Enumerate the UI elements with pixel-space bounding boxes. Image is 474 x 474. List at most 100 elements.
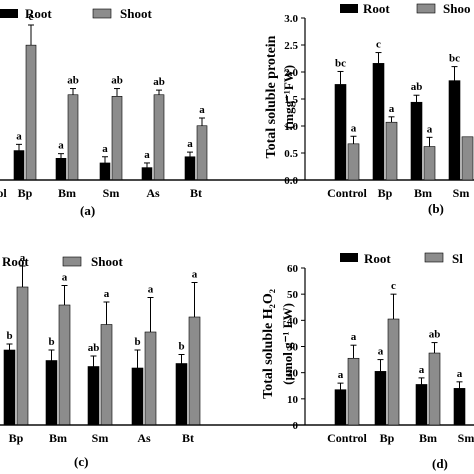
significance-letter: c bbox=[391, 280, 396, 292]
significance-letter: a bbox=[427, 123, 433, 135]
x-tick-label: Bp bbox=[380, 431, 395, 445]
panel-c: Root Shoot Bp Bm Sm As Bt b b ab b b a a a a a (c) bbox=[0, 252, 474, 469]
significance-letter: b bbox=[134, 336, 140, 348]
x-tick-label: Bm bbox=[49, 431, 67, 445]
y-tick-label: 2.5 bbox=[284, 40, 298, 52]
bar-shoot bbox=[385, 121, 398, 181]
bar-shoot bbox=[111, 96, 123, 181]
bar-root bbox=[334, 84, 347, 181]
significance-letter: b bbox=[178, 341, 184, 353]
bar-root bbox=[141, 167, 153, 181]
significance-letter: a bbox=[102, 143, 108, 155]
legend-root-swatch bbox=[340, 4, 358, 13]
panel-label-b: (b) bbox=[428, 201, 444, 216]
legend-root-label: Root bbox=[363, 1, 390, 16]
legend-a: Root Shoot bbox=[0, 6, 152, 21]
legend-shoot-swatch bbox=[62, 256, 82, 267]
significance-letter: ab bbox=[411, 81, 423, 93]
legend-root-swatch bbox=[340, 253, 358, 262]
legend-shoot-label: Shoot bbox=[120, 6, 152, 21]
bar-root bbox=[448, 80, 461, 181]
legend-root-label: Root bbox=[2, 254, 29, 269]
significance-letter: c bbox=[376, 39, 381, 51]
bar-root bbox=[87, 366, 100, 426]
significance-letter: bc bbox=[449, 53, 460, 65]
y-axis-unit-d: (µmol g⁻¹ FW) bbox=[280, 303, 295, 385]
bar-shoot bbox=[153, 94, 165, 181]
significance-letter: b bbox=[48, 336, 54, 348]
x-tick-label: Bp bbox=[378, 186, 393, 200]
bar-shoot bbox=[423, 146, 436, 181]
plot-area-c: Bp Bm Sm As Bt b b ab b b a a a a a bbox=[0, 252, 474, 445]
bar-root bbox=[453, 388, 466, 426]
significance-letter: a bbox=[192, 269, 198, 281]
bar-shoot bbox=[188, 316, 201, 426]
bar-root bbox=[13, 150, 25, 181]
bar-root bbox=[410, 101, 423, 181]
x-tick-label: Sm bbox=[458, 431, 474, 445]
significance-letter: a bbox=[338, 369, 344, 381]
significance-letter: ab bbox=[429, 329, 441, 341]
y-axis-unit-b: (mgg⁻¹FW) bbox=[281, 65, 296, 129]
bar-shoot bbox=[387, 318, 400, 426]
panel-b: Root Shoo Total soluble protein (mgg⁻¹FW… bbox=[0, 1, 474, 216]
x-tick-label: Sm bbox=[103, 186, 120, 200]
significance-letter: a bbox=[144, 149, 150, 161]
x-tick-label: Bt bbox=[182, 431, 194, 445]
legend-shoot-label: Shoot bbox=[91, 254, 123, 269]
legend-shoot-label: Sl bbox=[452, 251, 463, 266]
plot-area-b: 0.0 0.5 1.0 1.5 2.0 2.5 3.0 Control Bp Bm Sm bc c ab b… bbox=[0, 13, 474, 200]
bar-shoot bbox=[347, 143, 360, 181]
legend-b: Root Shoo bbox=[340, 1, 470, 16]
legend-d: Root Sl bbox=[340, 251, 463, 266]
significance-letter: a bbox=[419, 364, 425, 376]
bar-shoot bbox=[461, 136, 474, 181]
y-tick-label: 2.0 bbox=[284, 67, 298, 79]
significance-letter: a bbox=[199, 104, 205, 116]
legend-shoot-swatch bbox=[416, 3, 436, 14]
significance-letter: ab bbox=[153, 76, 165, 88]
x-tick-label: Sm bbox=[453, 186, 470, 200]
x-tick-label: Bp bbox=[18, 186, 33, 200]
legend-root-label: Root bbox=[364, 251, 391, 266]
significance-letter: c bbox=[29, 11, 34, 23]
bar-shoot bbox=[196, 125, 208, 181]
x-tick-label: Bp bbox=[9, 431, 24, 445]
significance-letter: a bbox=[187, 138, 193, 150]
significance-letter: a bbox=[58, 140, 64, 152]
significance-letter: a bbox=[62, 272, 68, 284]
bar-shoot bbox=[100, 324, 113, 426]
significance-letter: a bbox=[389, 103, 395, 115]
x-tick-label: As bbox=[146, 186, 160, 200]
significance-letter: b bbox=[6, 330, 12, 342]
significance-letter: a bbox=[148, 284, 154, 296]
panel-d: Root Sl Total soluble H₂O₂ (µmol g⁻¹ FW)… bbox=[0, 251, 474, 471]
bar-shoot bbox=[58, 304, 71, 426]
bar-root bbox=[131, 367, 144, 426]
panel-label-c: (c) bbox=[74, 454, 88, 469]
y-axis-title-b: Total soluble protein bbox=[264, 35, 279, 158]
panel-label-d: (d) bbox=[432, 456, 448, 471]
x-tick-label: Bm bbox=[58, 186, 76, 200]
x-tick-label: Control bbox=[327, 431, 367, 445]
significance-letter: bc bbox=[335, 57, 346, 69]
y-tick-label: 10 bbox=[287, 394, 299, 406]
bar-root bbox=[374, 371, 387, 426]
bar-root bbox=[175, 363, 188, 426]
y-tick-label: 30 bbox=[287, 342, 299, 354]
y-tick-label: 0 bbox=[293, 420, 299, 432]
significance-letter: a bbox=[16, 130, 22, 142]
bar-root bbox=[99, 162, 111, 181]
panel-label-a: (a) bbox=[80, 203, 95, 218]
significance-letter: ab bbox=[88, 342, 100, 354]
y-tick-label: 1.0 bbox=[284, 121, 298, 133]
y-tick-label: 0.0 bbox=[284, 175, 298, 187]
panel-a: Root Shoot ol Bp Bm Sm As Bt a a a a a c ab ab ab a (a) bbox=[0, 6, 474, 218]
y-tick-label: 20 bbox=[287, 368, 299, 380]
significance-letter: a bbox=[351, 331, 357, 343]
significance-letter: ab bbox=[67, 75, 79, 87]
bar-root bbox=[372, 63, 385, 181]
y-tick-label: 40 bbox=[287, 315, 299, 327]
bar-root bbox=[45, 360, 58, 426]
